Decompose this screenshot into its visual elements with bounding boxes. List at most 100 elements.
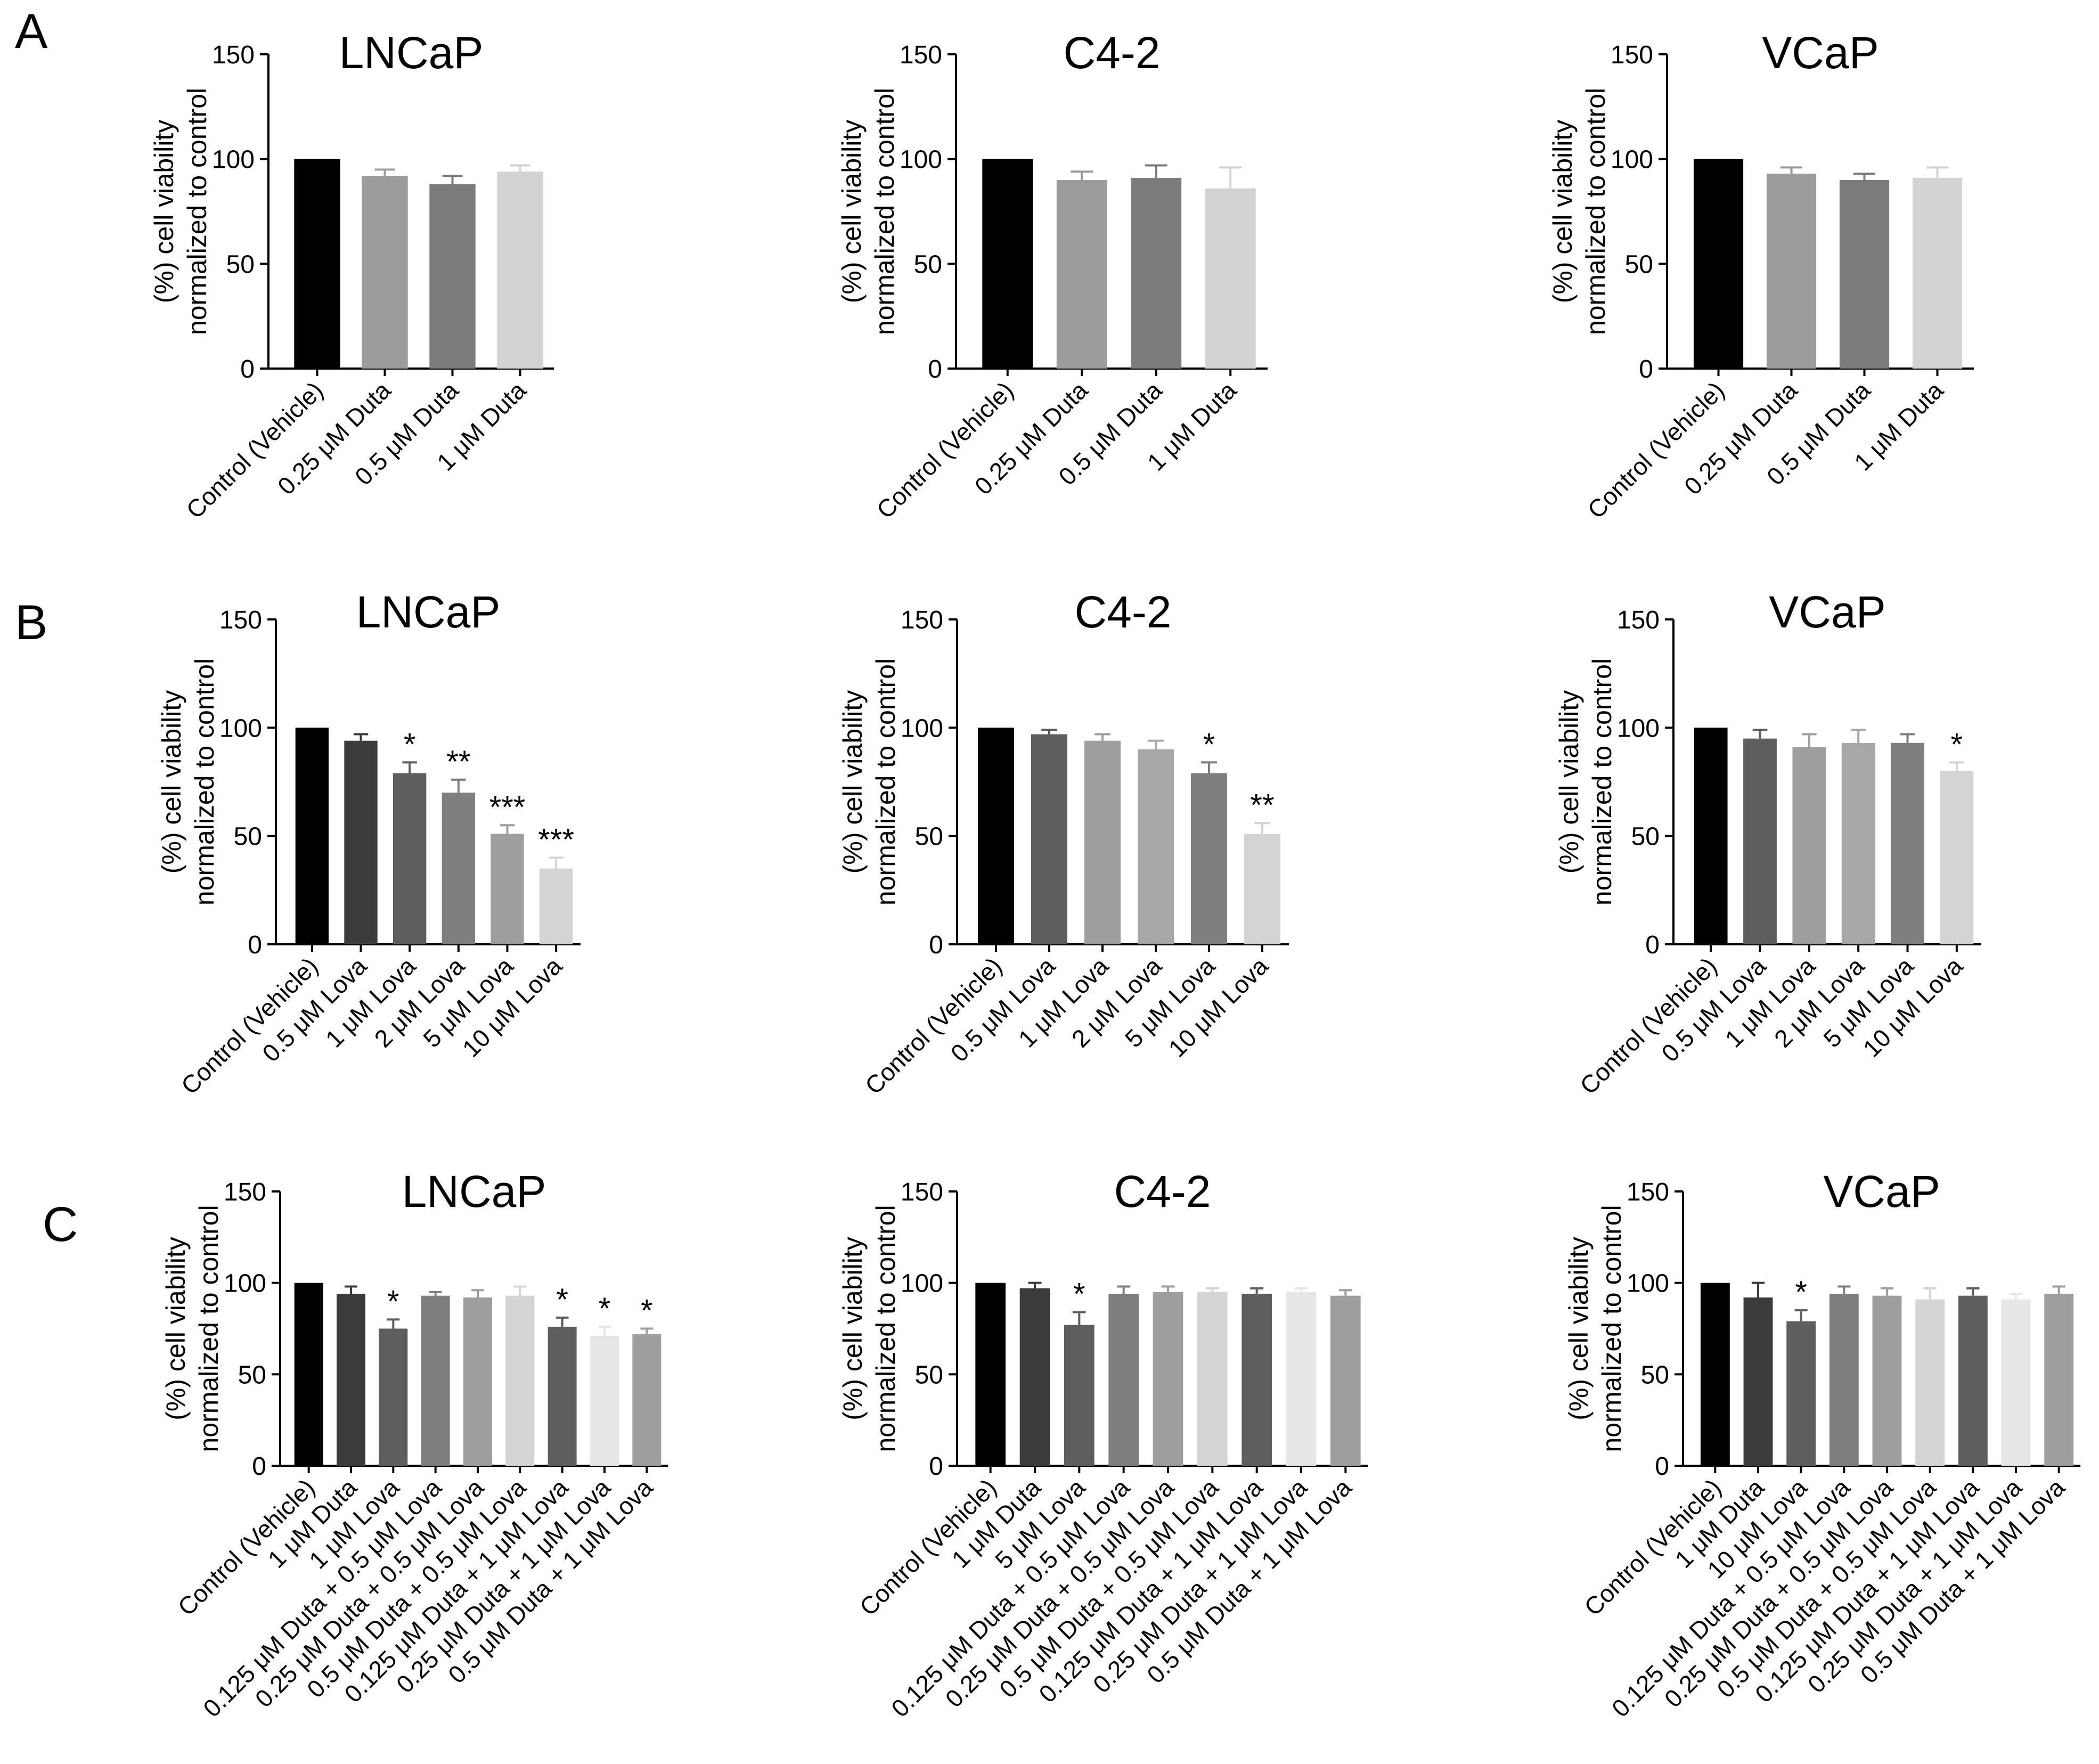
y-tick-label: 100 <box>1627 1270 1669 1298</box>
chart-title: C4-2 <box>1063 28 1160 78</box>
y-tick-label: 0 <box>929 931 943 959</box>
bar <box>1786 1321 1816 1466</box>
panel-label-A: A <box>15 4 48 59</box>
y-tick-label: 0 <box>1639 355 1653 383</box>
significance-mark: * <box>1203 727 1215 762</box>
chart-title: VCaP <box>1823 1166 1940 1216</box>
bar <box>540 868 573 944</box>
bar <box>1940 771 1974 944</box>
bar <box>505 1295 535 1466</box>
bar <box>429 184 476 369</box>
y-tick-label: 150 <box>1611 41 1653 69</box>
significance-mark: * <box>641 1294 653 1328</box>
bar <box>1242 1294 1272 1466</box>
y-tick-label: 0 <box>1645 931 1660 959</box>
bar <box>548 1327 577 1466</box>
bar <box>1019 1288 1050 1466</box>
bar <box>1131 178 1182 369</box>
bar <box>1693 159 1744 369</box>
bar <box>982 159 1033 369</box>
y-tick-label: 50 <box>226 250 255 279</box>
y-tick-label: 0 <box>1655 1452 1669 1481</box>
chart-C-vcap: 0 50 100 150(%) cell viability normalized to… <box>1564 1166 2080 1722</box>
y-axis-title: (%) cell viability normalized to control <box>157 658 219 905</box>
significance-mark: ** <box>446 745 470 779</box>
significance-mark: * <box>1073 1277 1085 1312</box>
bar <box>1891 742 1924 944</box>
bar <box>632 1334 661 1466</box>
category-label: Control (Vehicle) <box>871 376 1019 524</box>
bar <box>1330 1295 1361 1466</box>
chart-title: C4-2 <box>1074 587 1171 637</box>
y-tick-label: 150 <box>212 41 255 69</box>
y-tick-label: 0 <box>252 1452 266 1481</box>
bar <box>975 1283 1006 1466</box>
y-tick-label: 100 <box>901 714 943 742</box>
significance-mark: ** <box>1250 788 1274 822</box>
bar <box>1872 1295 1902 1466</box>
y-tick-label: 50 <box>1631 823 1660 851</box>
y-tick-label: 100 <box>1611 146 1653 174</box>
bar <box>294 1283 323 1466</box>
bar <box>1841 742 1875 944</box>
bar <box>337 1294 365 1466</box>
bar <box>1829 1294 1859 1466</box>
y-tick-label: 100 <box>212 146 255 174</box>
bar <box>294 159 340 369</box>
bar <box>1138 749 1174 944</box>
bar <box>463 1297 492 1466</box>
y-tick-label: 150 <box>1617 606 1660 634</box>
y-axis-title: (%) cell viability normalized to control <box>1548 88 1611 335</box>
bar <box>1084 740 1121 944</box>
y-tick-label: 50 <box>1641 1361 1669 1389</box>
y-tick-label: 100 <box>1617 714 1660 742</box>
chart-title: VCaP <box>1762 28 1879 78</box>
chart-title: C4-2 <box>1114 1166 1211 1216</box>
y-axis-title: (%) cell viability normalized to control <box>838 1205 901 1452</box>
chart-C-c42: 0 50 100 150(%) cell viability normalized to… <box>838 1166 1368 1722</box>
y-axis-title: (%) cell viability normalized to control <box>149 88 212 335</box>
chart-title: VCaP <box>1769 587 1885 637</box>
y-tick-label: 50 <box>1625 250 1653 279</box>
significance-mark: * <box>556 1283 568 1317</box>
y-axis-title: (%) cell viability normalized to control <box>161 1205 224 1452</box>
chart-title: LNCaP <box>402 1166 546 1216</box>
y-tick-label: 150 <box>219 606 262 634</box>
bar <box>1792 747 1826 944</box>
y-tick-label: 50 <box>238 1361 266 1389</box>
y-tick-label: 100 <box>219 714 262 742</box>
bar <box>1766 174 1817 369</box>
bar <box>1031 734 1067 944</box>
y-axis-title: (%) cell viability normalized to control <box>1564 1205 1627 1452</box>
bar <box>1286 1292 1317 1466</box>
bar <box>1191 773 1227 944</box>
y-axis-title: (%) cell viability normalized to control <box>837 88 900 335</box>
chart-A-c42: 0 50 100 150(%) cell viability normalized to… <box>837 28 1268 524</box>
bar <box>590 1336 619 1466</box>
bar <box>1056 180 1107 369</box>
significance-mark: * <box>599 1292 611 1326</box>
y-axis-title: (%) cell viability normalized to control <box>838 658 901 905</box>
y-tick-label: 100 <box>901 1270 943 1298</box>
y-tick-label: 100 <box>224 1270 266 1298</box>
bar <box>978 728 1014 944</box>
bar <box>2044 1294 2074 1466</box>
significance-mark: *** <box>489 790 526 824</box>
bar <box>1244 834 1280 944</box>
y-tick-label: 150 <box>900 41 942 69</box>
y-tick-label: 50 <box>914 250 942 279</box>
bar <box>491 834 524 944</box>
category-label: Control (Vehicle) <box>1582 376 1729 524</box>
bar <box>295 728 329 944</box>
bar <box>1153 1292 1183 1466</box>
bar <box>1205 188 1256 369</box>
chart-B-vcap: 0 50 100 150(%) cell viability normalized to… <box>1554 587 1981 1100</box>
bar <box>393 773 427 944</box>
y-tick-label: 0 <box>240 355 255 383</box>
panel-label-C: C <box>43 1197 78 1252</box>
chart-title: LNCaP <box>356 587 501 637</box>
y-tick-label: 150 <box>224 1178 266 1206</box>
y-tick-label: 150 <box>901 606 943 634</box>
y-tick-label: 150 <box>1627 1178 1669 1206</box>
bar <box>1694 728 1728 944</box>
